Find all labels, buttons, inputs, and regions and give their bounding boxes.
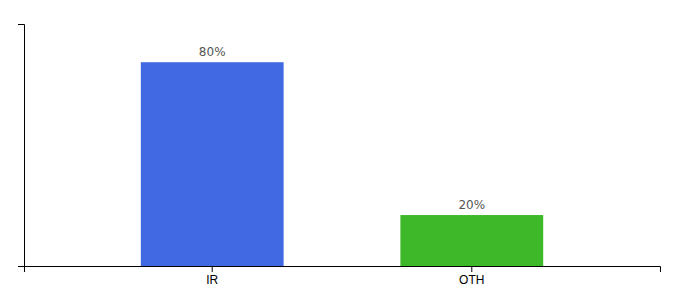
chart: IR OTH 80% 20%: [0, 0, 680, 300]
x-tick-label: OTH: [459, 273, 484, 287]
x-tick-label: IR: [206, 273, 218, 287]
bar: [141, 62, 284, 266]
x-tick-mark: [212, 266, 213, 272]
x-tick-mark: [471, 266, 472, 272]
x-axis: IR OTH: [25, 266, 661, 287]
bars: [141, 62, 543, 266]
x-tick: OTH: [459, 266, 484, 287]
x-tick: IR: [206, 266, 218, 287]
data-label: 20%: [458, 198, 485, 212]
y-axis: [18, 25, 25, 267]
data-labels: 80% 20%: [199, 45, 485, 212]
x-axis-line: [25, 267, 661, 273]
plot: IR OTH 80% 20%: [18, 25, 661, 287]
data-label: 80%: [199, 45, 226, 59]
bar: [400, 215, 543, 266]
y-axis-line: [18, 25, 25, 267]
